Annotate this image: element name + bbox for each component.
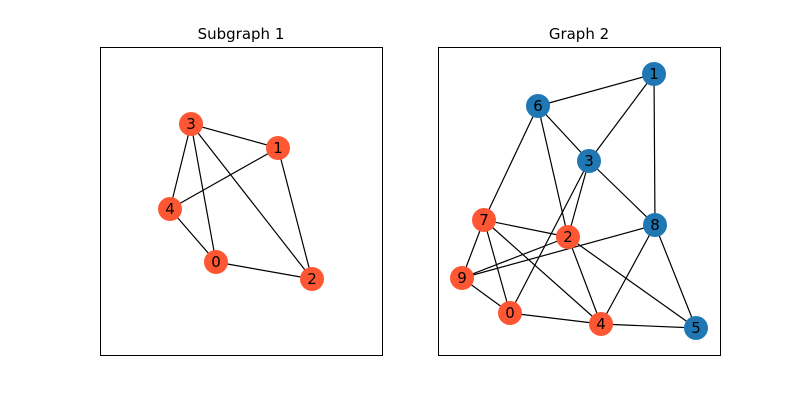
node-label: 0 (505, 304, 515, 322)
node-label: 0 (211, 253, 221, 271)
panel-title-2: Graph 2 (549, 25, 609, 43)
edge-3-4 (169, 123, 192, 210)
edge-2-9 (461, 236, 569, 279)
edge-7-0 (483, 219, 511, 314)
node-2: 2 (556, 225, 580, 249)
node-circle (450, 266, 474, 290)
node-label: 8 (650, 216, 660, 234)
node-0: 0 (498, 301, 522, 325)
edge-2-4 (567, 236, 602, 325)
edge-3-1 (190, 123, 279, 149)
node-1: 1 (266, 136, 290, 160)
panel-title-1: Subgraph 1 (198, 25, 285, 43)
node-circle (158, 197, 182, 221)
edge-1-2 (277, 147, 313, 280)
panel-graph-2: Graph 2 1 6 3 8 5 7 2 9 0 4 (438, 25, 721, 356)
edge-0-2 (215, 261, 313, 280)
node-7: 7 (472, 208, 496, 232)
edge-6-7 (483, 105, 539, 221)
edge-7-2 (483, 219, 569, 238)
node-label: 4 (165, 200, 175, 218)
node-label: 3 (584, 152, 594, 170)
node-circle (643, 213, 667, 237)
edge-6-2 (537, 105, 569, 238)
node-label: 6 (533, 97, 543, 115)
plot-frame-2 (438, 47, 721, 356)
node-label: 2 (563, 228, 573, 246)
edges-subgraph-1 (169, 123, 313, 280)
node-1: 1 (642, 62, 666, 86)
node-label: 9 (457, 269, 467, 287)
node-5: 5 (684, 316, 708, 340)
plot-frame-1 (100, 47, 383, 356)
node-label: 1 (273, 139, 283, 157)
node-2: 2 (300, 267, 324, 291)
node-circle (684, 316, 708, 340)
node-0: 0 (204, 250, 228, 274)
node-label: 2 (307, 270, 317, 288)
node-3: 3 (179, 112, 203, 136)
node-8: 8 (643, 213, 667, 237)
edge-3-2 (190, 123, 313, 280)
node-circle (472, 208, 496, 232)
edge-3-0 (509, 160, 590, 314)
edge-6-3 (537, 105, 590, 162)
edge-7-4 (483, 219, 602, 325)
nodes-subgraph-1: 3 1 4 0 2 (158, 112, 324, 291)
edge-4-5 (600, 323, 697, 329)
edge-0-4 (509, 312, 602, 325)
node-circle (577, 149, 601, 173)
edge-6-1 (537, 73, 655, 107)
edge-2-5 (567, 236, 697, 329)
node-circle (204, 250, 228, 274)
node-6: 6 (526, 94, 550, 118)
node-circle (642, 62, 666, 86)
node-label: 4 (596, 315, 606, 333)
node-label: 7 (479, 211, 489, 229)
node-9: 9 (450, 266, 474, 290)
edge-1-8 (653, 73, 656, 226)
node-circle (179, 112, 203, 136)
edge-8-4 (600, 224, 656, 325)
edge-1-3 (588, 73, 655, 162)
node-circle (526, 94, 550, 118)
edges-graph-2 (461, 73, 697, 329)
node-label: 5 (691, 319, 701, 337)
node-4: 4 (158, 197, 182, 221)
nodes-graph-2: 1 6 3 8 5 7 2 9 0 4 (450, 62, 708, 340)
edge-8-5 (654, 224, 697, 329)
node-circle (300, 267, 324, 291)
node-4: 4 (589, 312, 613, 336)
edge-3-2 (567, 160, 590, 238)
edge-3-0 (190, 123, 217, 263)
panel-subgraph-1: Subgraph 1 3 1 4 0 2 (100, 25, 383, 356)
edge-8-9 (461, 224, 656, 279)
node-circle (556, 225, 580, 249)
node-label: 3 (186, 115, 196, 133)
node-label: 1 (649, 65, 659, 83)
node-circle (498, 301, 522, 325)
node-circle (266, 136, 290, 160)
edge-3-8 (588, 160, 656, 226)
edge-1-4 (169, 147, 279, 210)
node-circle (589, 312, 613, 336)
node-3: 3 (577, 149, 601, 173)
